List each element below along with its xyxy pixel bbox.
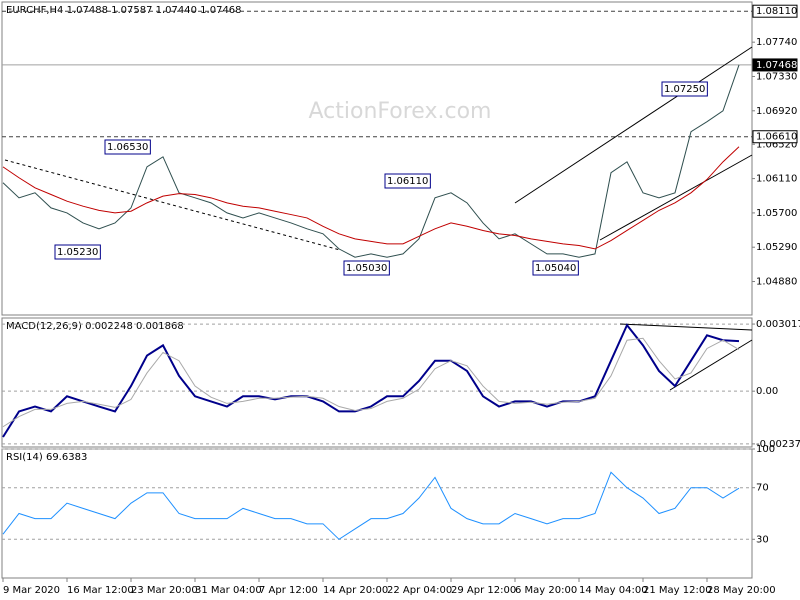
annotation: 1.06530 bbox=[107, 142, 148, 153]
series-line bbox=[2, 64, 740, 258]
pane-title: MACD(12,26,9) 0.002248 0.001868 bbox=[6, 321, 184, 332]
annotation: 1.05030 bbox=[346, 263, 387, 274]
trend-line bbox=[619, 323, 753, 331]
x-tick-label: 21 May 12:00 bbox=[643, 585, 712, 596]
y-tick-label: 1.05290 bbox=[756, 242, 797, 253]
y-tick-label: 1.07740 bbox=[756, 37, 797, 48]
annotation-box bbox=[54, 244, 101, 260]
annotation-box bbox=[532, 260, 579, 276]
pane bbox=[1, 448, 753, 579]
y-tick-label: 0.003017 bbox=[756, 319, 800, 330]
trend-line bbox=[599, 154, 753, 241]
annotation: 1.05040 bbox=[535, 263, 576, 274]
pane-title: RSI(14) 69.6383 bbox=[6, 452, 87, 463]
y-tick-label: 1.05700 bbox=[756, 208, 797, 219]
y-tick-label: 1.06920 bbox=[756, 106, 797, 117]
x-tick-label: 29 Apr 12:00 bbox=[451, 585, 516, 596]
series-line bbox=[2, 146, 740, 250]
annotation-box bbox=[661, 81, 708, 97]
price-label: 1.06610 bbox=[756, 132, 797, 143]
series-line bbox=[2, 337, 740, 428]
annotation: 1.05230 bbox=[57, 247, 98, 258]
price-label: 1.07468 bbox=[756, 60, 797, 71]
price-label-box bbox=[752, 58, 798, 72]
x-tick-label: 7 Apr 12:00 bbox=[259, 585, 318, 596]
x-tick-label: 14 May 04:00 bbox=[579, 585, 648, 596]
y-tick-label: 30 bbox=[756, 534, 769, 545]
series-line bbox=[2, 323, 740, 438]
x-tick-label: 23 Mar 20:00 bbox=[131, 585, 198, 596]
y-tick-label: 1.04880 bbox=[756, 277, 797, 288]
price-label-box bbox=[752, 4, 798, 18]
pane-title: EURCHF,H4 1.07488 1.07587 1.07440 1.0746… bbox=[6, 5, 242, 16]
x-tick-label: 22 Apr 04:00 bbox=[387, 585, 452, 596]
x-tick-label: 28 May 20:00 bbox=[707, 585, 776, 596]
price-label-box bbox=[752, 130, 798, 144]
x-tick-label: 6 May 20:00 bbox=[515, 585, 577, 596]
x-tick-label: 16 Mar 12:00 bbox=[67, 585, 134, 596]
annotation-box bbox=[343, 260, 390, 276]
series-line bbox=[2, 471, 740, 540]
x-tick-label: 9 Mar 2020 bbox=[3, 585, 60, 596]
annotation-box bbox=[104, 139, 151, 155]
x-tick-label: 14 Apr 20:00 bbox=[323, 585, 388, 596]
annotation-box bbox=[384, 173, 431, 189]
y-tick-label: 1.07330 bbox=[756, 71, 797, 82]
y-tick-label: 100 bbox=[756, 444, 775, 455]
annotation: 1.06110 bbox=[387, 176, 428, 187]
price-label: 1.08110 bbox=[756, 6, 797, 17]
trend-line bbox=[514, 46, 753, 204]
pane bbox=[1, 317, 753, 448]
trend-line bbox=[4, 159, 341, 251]
y-tick-label: 0.00 bbox=[756, 386, 778, 397]
y-tick-label: 1.06520 bbox=[756, 139, 797, 150]
y-tick-label: -0.00237 bbox=[756, 439, 800, 450]
watermark: ActionForex.com bbox=[309, 99, 492, 124]
annotation: 1.07250 bbox=[664, 84, 705, 95]
trend-line bbox=[669, 339, 753, 391]
y-tick-label: 1.06110 bbox=[756, 174, 797, 185]
y-tick-label: 70 bbox=[756, 483, 769, 494]
x-tick-label: 31 Mar 04:00 bbox=[195, 585, 262, 596]
